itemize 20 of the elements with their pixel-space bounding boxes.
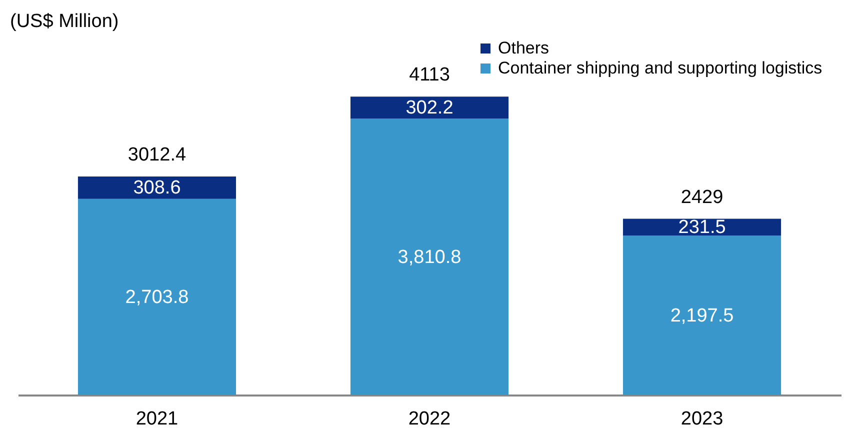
data-label: 302.2	[406, 98, 454, 119]
x-tick-label: 2021	[136, 408, 178, 430]
bar	[350, 96, 509, 119]
total-label: 4113	[409, 64, 450, 86]
x-tick-label: 2023	[680, 408, 724, 430]
y-axis-title: (US$ Million)	[10, 11, 119, 32]
bar	[78, 198, 236, 395]
bar	[350, 118, 509, 395]
data-label: 308.6	[133, 178, 181, 199]
bar	[78, 176, 236, 199]
data-label: 2,197.5	[670, 305, 734, 326]
total-label: 2429	[680, 186, 724, 208]
total-label: 3012.4	[128, 144, 186, 166]
bar	[622, 236, 782, 395]
x-tick-label: 2022	[408, 408, 451, 430]
legend-label: Container shipping and supporting logistics	[498, 58, 822, 78]
legend-label: Others	[498, 38, 550, 58]
data-label: 231.5	[678, 217, 726, 238]
data-label: 2,703.8	[125, 286, 189, 308]
data-label: 3,810.8	[398, 246, 462, 268]
